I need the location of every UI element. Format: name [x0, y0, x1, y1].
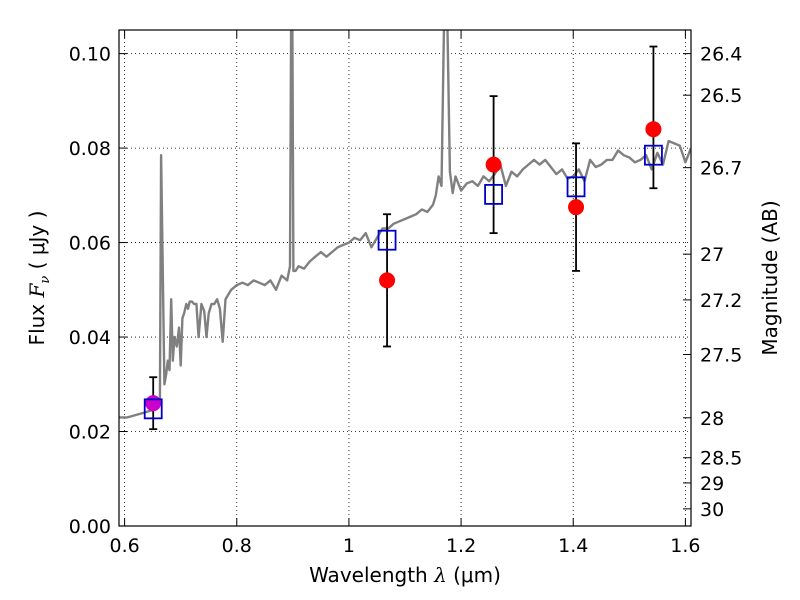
y2-tick-label: 28.5 — [700, 448, 742, 470]
x-tick-label: 0.8 — [222, 535, 252, 557]
x-tick-label: 1.6 — [670, 535, 700, 557]
point-layer — [145, 121, 662, 412]
observed-point — [645, 121, 662, 138]
x-axis-ticks: 0.6 0.8 1 1.2 1.4 1.6 — [109, 30, 701, 557]
square-layer — [143, 144, 663, 420]
y2-axis-ticks: 26.4 26.5 26.7 27 27.2 27.5 28 28.5 29 30 — [683, 44, 742, 521]
y2-axis-label: Magnitude (AB) — [758, 200, 782, 355]
y2-tick-label: 27.5 — [700, 344, 742, 366]
y-tick-label: 0.08 — [69, 138, 111, 160]
x-tick-label: 1 — [343, 535, 355, 557]
y-axis-ticks: 0.00 0.02 0.04 0.06 0.08 0.10 — [69, 44, 127, 538]
model-square — [143, 398, 163, 420]
model-square — [644, 144, 663, 166]
observed-point — [145, 395, 162, 412]
x-axis-label-symbol: λ — [433, 563, 447, 587]
y-axis-label-unit: ( μJy ) — [25, 211, 49, 276]
y2-tick-label: 27 — [700, 244, 724, 266]
y-tick-label: 0.02 — [69, 422, 111, 444]
y-axis-label-text: Flux — [25, 298, 49, 346]
observed-point — [379, 272, 396, 289]
y-axis-label: Flux Fν ( μJy ) — [25, 211, 53, 346]
plot-area — [119, 30, 691, 526]
observed-point — [485, 156, 502, 173]
y2-tick-label: 26.5 — [700, 85, 742, 107]
x-axis-label-text: Wavelength — [309, 563, 434, 587]
y-tick-label: 0.00 — [69, 516, 111, 538]
y2-tick-label: 26.4 — [700, 44, 742, 66]
plot-frame — [118, 29, 692, 527]
y-axis-label-subscript: ν — [38, 276, 53, 284]
x-axis-label-unit: (μm) — [447, 563, 501, 587]
y-tick-label: 0.06 — [69, 233, 111, 255]
x-tick-label: 0.6 — [109, 535, 139, 557]
y2-tick-label: 26.7 — [700, 158, 742, 180]
model-square — [377, 229, 397, 251]
observed-point — [568, 199, 585, 216]
y-axis-label-symbol: F — [25, 283, 49, 299]
y-tick-label: 0.10 — [69, 44, 111, 66]
x-tick-label: 1.4 — [558, 535, 588, 557]
model-square — [566, 176, 586, 198]
y2-tick-label: 27.2 — [700, 290, 742, 312]
y-tick-label: 0.04 — [69, 327, 111, 349]
y2-tick-label: 30 — [700, 499, 724, 521]
x-axis-label: Wavelength λ (μm) — [309, 563, 501, 587]
x-tick-label: 1.2 — [446, 535, 476, 557]
y2-tick-label: 28 — [700, 408, 724, 430]
y2-tick-label: 29 — [700, 473, 724, 495]
model-square — [484, 183, 504, 205]
